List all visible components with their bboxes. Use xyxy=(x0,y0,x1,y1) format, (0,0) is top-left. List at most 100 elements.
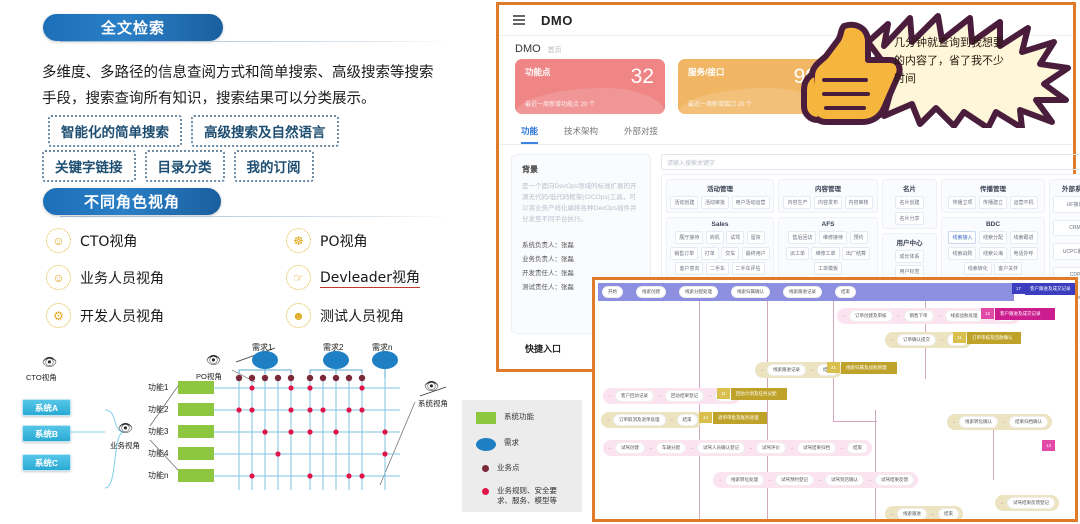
grid-item[interactable]: 线索接入 xyxy=(948,231,977,244)
breadcrumb-item[interactable]: DMO xyxy=(515,43,541,55)
grid-item[interactable]: 维修工单 xyxy=(811,246,840,260)
search-input[interactable]: 请输入搜索关键字 xyxy=(661,154,1080,170)
grid-item[interactable]: 电话外呼 xyxy=(1009,246,1038,260)
chip-advanced-search[interactable]: 高级搜索及自然语言 xyxy=(191,115,339,147)
flow-node[interactable]: 线索创建 xyxy=(636,286,666,298)
hamburger-icon[interactable] xyxy=(513,15,525,25)
grid-item[interactable]: 二手车评估 xyxy=(731,262,765,275)
flow-node[interactable]: 销售下单 xyxy=(903,310,934,322)
role-tester[interactable]: ☻ 测试人员视角 xyxy=(286,303,404,328)
grid-item[interactable]: 展厅接待 xyxy=(675,231,704,244)
tab-external-integration[interactable]: 外部对接 xyxy=(624,126,659,136)
flow-node[interactable]: 客户回访记录 xyxy=(615,390,654,402)
grid-item[interactable]: 客户关怀 xyxy=(994,262,1023,275)
section-heading: 传播管理 xyxy=(980,186,1006,193)
flow-node[interactable]: 结束 xyxy=(938,508,959,519)
flow-node[interactable]: 线索跟进 xyxy=(897,508,927,519)
flow-node[interactable]: 试驾结果反馈登记 xyxy=(1007,497,1055,509)
grid-item[interactable]: 出厂结算 xyxy=(842,246,871,260)
grid-item[interactable]: 用户标签 xyxy=(895,265,924,278)
flow-node[interactable]: 结束 xyxy=(676,414,698,426)
grid-item[interactable]: 名片分享 xyxy=(895,211,924,225)
grid-item[interactable]: 活动审批 xyxy=(700,196,729,209)
function-label: 功能1 xyxy=(148,383,169,392)
flow-node[interactable]: 结束 xyxy=(835,286,856,298)
role-po[interactable]: ☸ PO视角 xyxy=(286,228,367,253)
grid-item[interactable]: 活动创建 xyxy=(670,196,699,209)
grid-item[interactable]: 最终用户 xyxy=(741,246,770,260)
grid-item[interactable]: 名片创建 xyxy=(895,196,924,209)
flow-node[interactable]: 线索归属确认 xyxy=(731,286,770,298)
grid-item[interactable]: 客户意向 xyxy=(675,262,704,275)
flow-node[interactable]: 回访结果登记 xyxy=(665,390,704,402)
grid-item[interactable]: 内容生产 xyxy=(783,196,812,209)
grid-item[interactable]: 传播立项 xyxy=(948,196,977,209)
grid-item[interactable]: 内容发布 xyxy=(813,196,842,209)
grid-item[interactable]: 商机 xyxy=(705,231,724,244)
grid-item[interactable]: 试驾 xyxy=(726,231,745,244)
role-devleader[interactable]: ☞ Devleader视角 xyxy=(286,265,421,290)
grid-item[interactable]: 线索转化 xyxy=(963,262,992,275)
flow-node[interactable]: 订单确认提交 xyxy=(897,334,936,346)
grid-item[interactable]: 留资 xyxy=(746,231,765,244)
grid-item[interactable]: 用户活动运营 xyxy=(731,196,770,209)
grid-item[interactable]: 线索跟进 xyxy=(1009,231,1038,244)
flow-node[interactable]: 试驾到店确认 xyxy=(825,474,864,486)
arrow-icon: → xyxy=(841,313,846,319)
flow-node[interactable]: 车辆分配 xyxy=(656,442,686,454)
grid-item[interactable]: CRM xyxy=(1053,220,1080,236)
grid-item[interactable]: 运营不机 xyxy=(1009,196,1038,209)
stat-card-function-points[interactable]: 功能点 32 最近一周新增功能点 20 个 xyxy=(515,59,665,114)
flow-node[interactable]: 线索战败处理 xyxy=(944,310,984,322)
grid-item[interactable]: 线索公海 xyxy=(978,246,1007,260)
tab-function[interactable]: 功能 xyxy=(521,125,539,144)
grid-item[interactable]: UCPC系统 xyxy=(1053,243,1080,260)
card-subtitle: 最近一周新增接口 20 个 xyxy=(688,102,753,108)
grid-item[interactable]: 线索分配 xyxy=(978,231,1007,244)
grid-item[interactable]: 销售订单 xyxy=(670,246,699,260)
flow-node[interactable]: 线索转化处理 xyxy=(725,474,764,486)
grid-item[interactable]: 派工单 xyxy=(785,246,809,260)
flow-node[interactable]: 订单取消及退单处理 xyxy=(613,414,666,426)
flow-node[interactable]: 线索分配处理 xyxy=(679,286,718,298)
role-developer[interactable]: ⚙ 开发人员视角 xyxy=(46,303,164,328)
grid-item[interactable]: 线索战败 xyxy=(948,246,977,260)
flow-node[interactable]: 线索跟进记录 xyxy=(783,286,822,298)
grid-item[interactable]: 成长体系 xyxy=(895,249,924,263)
system-box-a[interactable]: 系统A xyxy=(22,399,71,416)
flow-node[interactable]: 订单创建及审核 xyxy=(849,310,893,322)
chip-simple-search[interactable]: 智能化的简单搜索 xyxy=(48,115,182,147)
role-cto[interactable]: ☺ CTO视角 xyxy=(46,228,137,253)
flow-node[interactable]: 试驾预约登记 xyxy=(775,474,814,486)
flow-end-block: 订单审核及回款确认 xyxy=(967,332,1021,344)
grid-item[interactable]: 内容审核 xyxy=(844,196,873,209)
grid-item[interactable]: 传播建立 xyxy=(978,196,1007,209)
flow-node[interactable]: 结果归档确认 xyxy=(1009,416,1048,428)
flow-node[interactable]: 试驾人员确认登记 xyxy=(697,442,745,454)
chip-my-subscription[interactable]: 我的订阅 xyxy=(233,150,314,182)
flow-node[interactable]: 试驾创建 xyxy=(615,442,645,454)
system-box-c[interactable]: 系统C xyxy=(22,454,71,471)
flow-node[interactable]: 线索跟进记录 xyxy=(767,364,806,376)
section-items: 名片创建 名片分享 xyxy=(886,196,933,225)
flow-node[interactable]: 开始 xyxy=(602,286,623,298)
grid-item[interactable]: 工单模板 xyxy=(813,262,842,275)
grid-section-content: 内容管理 内容生产 内容发布 内容审核 xyxy=(778,179,878,213)
grid-item[interactable]: 二手车 xyxy=(705,262,729,275)
flow-node[interactable]: 试驾评价 xyxy=(756,442,786,454)
flow-node[interactable]: 试驾结果反馈 xyxy=(875,474,914,486)
grid-item[interactable]: 维修接待 xyxy=(818,231,847,244)
grid-item[interactable]: 售后回访 xyxy=(788,231,817,244)
system-box-b[interactable]: 系统B xyxy=(22,425,71,442)
tab-tech-architecture[interactable]: 技术架构 xyxy=(564,126,599,136)
chip-catalog[interactable]: 目录分类 xyxy=(144,150,225,182)
role-business[interactable]: ☺ 业务人员视角 xyxy=(46,265,164,290)
grid-item[interactable]: 预约 xyxy=(849,231,868,244)
grid-item[interactable]: UF接口 xyxy=(1053,196,1080,213)
grid-item[interactable]: 交车 xyxy=(721,246,740,260)
grid-item[interactable]: 打单 xyxy=(700,246,719,260)
flow-node[interactable]: 线索转化确认 xyxy=(959,416,998,428)
flow-node[interactable]: 结束 xyxy=(847,442,868,454)
chip-keyword-link[interactable]: 关键字链接 xyxy=(42,150,136,182)
flow-node[interactable]: 试驾结果归档 xyxy=(797,442,836,454)
